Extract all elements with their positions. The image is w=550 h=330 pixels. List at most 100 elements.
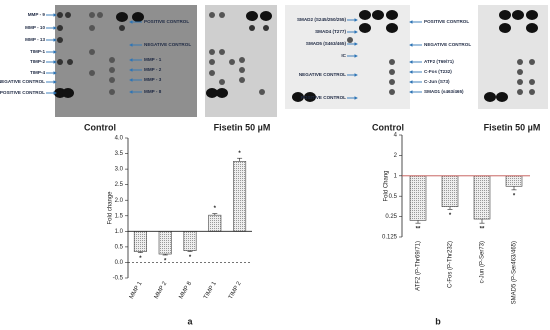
blot-spot	[529, 79, 535, 85]
bar	[208, 214, 222, 232]
blot-label: MMP - 9	[28, 12, 46, 17]
y-tick-label: 4	[394, 133, 398, 139]
blot-spot	[517, 89, 523, 95]
y-axis-label: Fold Chang	[384, 170, 390, 201]
x-tick-label: c-Jun (P-Ser73)	[480, 241, 486, 283]
blot-spot	[206, 88, 218, 98]
blot-spot	[109, 57, 115, 63]
blot-spot	[263, 25, 269, 31]
blot-spot	[209, 59, 215, 65]
blot-spot	[109, 89, 115, 95]
bar	[158, 231, 172, 255]
blot-spot	[219, 79, 225, 85]
blot-label: TIMP-1	[30, 49, 46, 54]
blot-label: C-Jun (S73)	[424, 79, 450, 84]
blot-spot	[57, 59, 63, 65]
blot-label: SMAD2 (S245/250/255)	[297, 17, 346, 22]
bar	[233, 161, 247, 232]
blot-label: SMAD4 (T277)	[315, 29, 346, 34]
blot-spot	[89, 49, 95, 55]
y-tick-label: 2.5	[115, 182, 124, 188]
blot-label: NEGATIVE CONTROL	[144, 42, 191, 47]
blot-spot	[372, 10, 384, 20]
y-tick-label: 3.5	[115, 151, 124, 157]
significance: *	[189, 255, 192, 261]
blot-label: ATF2 (T69/71)	[424, 59, 454, 64]
blot-spot	[89, 70, 95, 76]
y-tick-label: 4.0	[115, 136, 124, 142]
blot-spot	[67, 59, 73, 65]
blot-spot	[496, 92, 508, 102]
blot-spot	[57, 25, 63, 31]
blot-spot	[97, 12, 103, 18]
blot-spot	[219, 12, 225, 18]
blot-spot	[499, 23, 511, 33]
blot-label: NEGATIVE CONTROL	[0, 79, 45, 84]
blot-caption: Control	[84, 122, 116, 132]
bar	[441, 175, 459, 207]
significance: *	[164, 259, 167, 265]
blot-label: MMP - 2	[144, 67, 162, 72]
blot-spot	[116, 12, 128, 22]
y-tick-label: 2	[394, 153, 398, 159]
blot-spot	[386, 10, 398, 20]
bar	[133, 231, 147, 252]
blot-spot	[517, 79, 523, 85]
blot-label: MMP - 8	[144, 89, 162, 94]
blot-label: POSITIVE CONTROL	[144, 19, 189, 24]
x-tick-label: ATF2 (P-Thr69/71)	[416, 241, 422, 291]
blot-label: TIMP-4	[30, 70, 46, 75]
significance: *	[139, 256, 142, 262]
panel-label: a	[187, 316, 193, 326]
blot-spot	[499, 10, 511, 20]
bar	[183, 231, 197, 251]
blot-spot	[209, 70, 215, 76]
y-tick-label: 0.125	[382, 235, 398, 241]
blot-spot	[239, 77, 245, 83]
blot-spot	[386, 23, 398, 33]
blot-spot	[89, 25, 95, 31]
blot-spot	[249, 25, 255, 31]
y-tick-label: 0.5	[389, 194, 398, 200]
blot-spot	[484, 92, 496, 102]
blot-spot	[239, 57, 245, 63]
y-tick-label: 1.0	[115, 229, 124, 235]
blot-spot	[304, 92, 316, 102]
blot-spot	[529, 59, 535, 65]
y-axis-label: Fold change	[108, 191, 114, 225]
blot-spot	[389, 79, 395, 85]
blot-control	[55, 5, 197, 117]
blot-spot	[216, 88, 228, 98]
blot-spot	[517, 69, 523, 75]
blot-label: MMP - 10	[25, 25, 45, 30]
x-tick-label: C-Fos (P-Thr232)	[448, 241, 454, 288]
blot-spot	[62, 88, 74, 98]
blot-label: MMP - 1	[144, 57, 162, 62]
y-tick-label: 2.0	[115, 198, 124, 204]
blot-spot	[260, 11, 272, 21]
x-tick-label: MMP 2	[154, 280, 169, 300]
blot-label: POSITIVE CONTROL	[301, 95, 346, 100]
blot-spot	[119, 25, 125, 31]
y-tick-label: 1	[394, 173, 398, 179]
blot-spot	[529, 89, 535, 95]
blot-label: MMP - 3	[144, 77, 162, 82]
blot-spot	[389, 59, 395, 65]
blot-spot	[229, 59, 235, 65]
blot-spot	[389, 89, 395, 95]
blot-spot	[109, 77, 115, 83]
blot-label: POSITIVE CONTROL	[0, 90, 45, 95]
blot-label: NEGATIVE CONTROL	[299, 72, 346, 77]
blot-spot	[57, 37, 63, 43]
x-tick-label: SMAD5 (P-Ser463/465)	[512, 241, 518, 304]
bar	[473, 175, 491, 220]
blot-spot	[219, 49, 225, 55]
y-tick-label: 0.5	[115, 244, 124, 250]
y-tick-label: 0.25	[385, 214, 397, 220]
blot-spot	[359, 23, 371, 33]
blot-spot	[109, 67, 115, 73]
y-tick-label: 3.0	[115, 167, 124, 173]
bar	[505, 175, 523, 187]
blot-spot	[259, 89, 265, 95]
